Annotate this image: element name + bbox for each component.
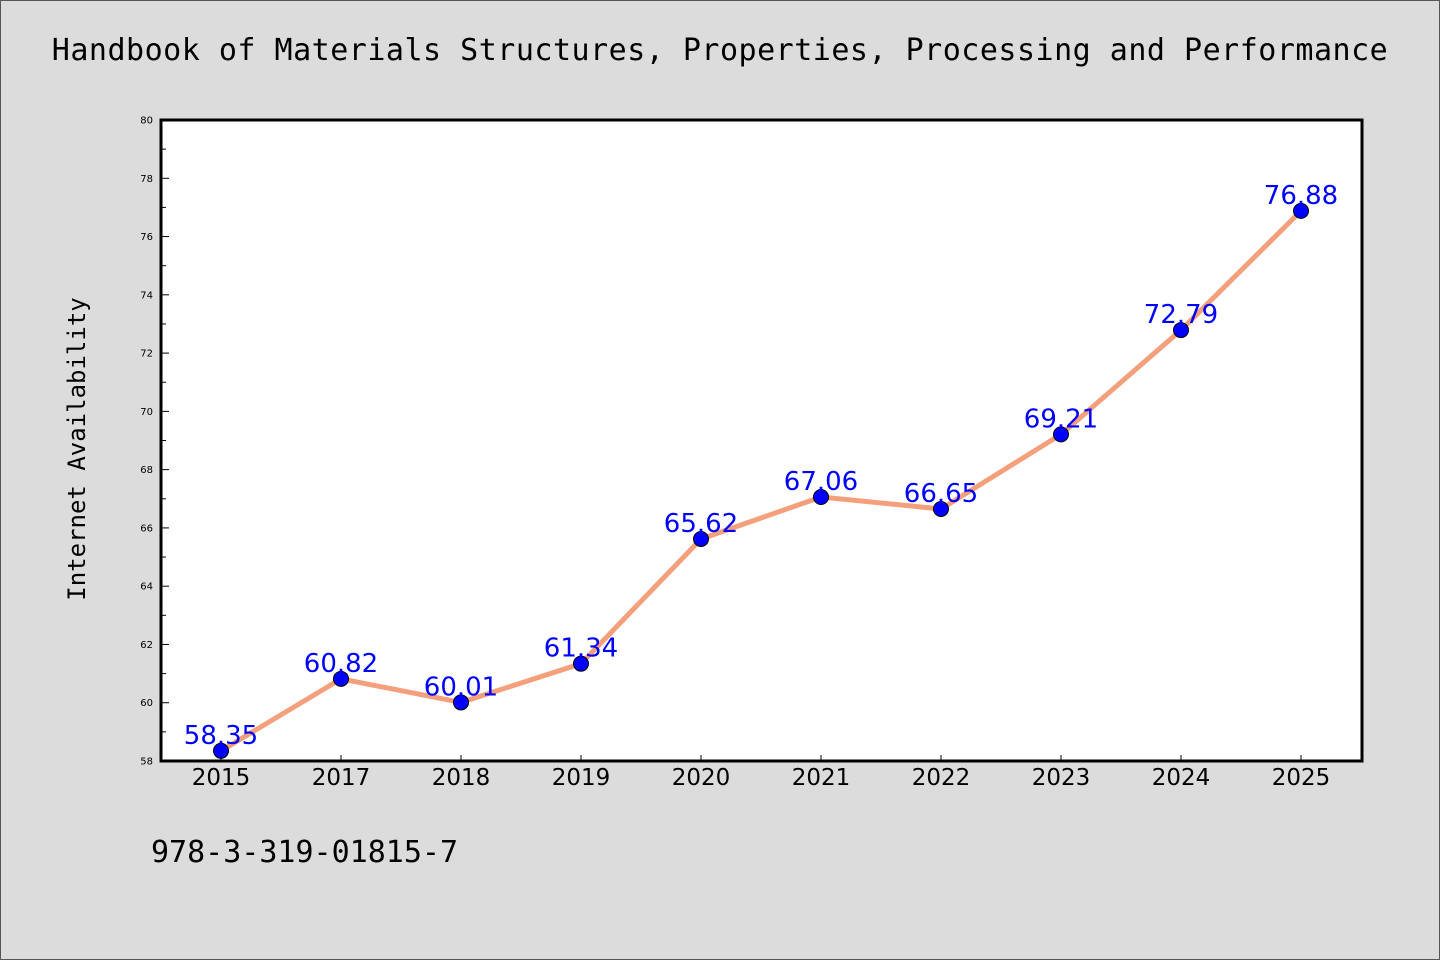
data-point xyxy=(813,489,829,506)
series-line xyxy=(218,208,1304,754)
y-tick-label: 72 xyxy=(140,349,153,360)
x-tick-label: 2019 xyxy=(552,765,611,791)
x-tick-label: 2017 xyxy=(312,765,371,791)
y-tick-label: 76 xyxy=(140,232,153,243)
data-label: 65.62 xyxy=(664,509,738,539)
data-label: 60.01 xyxy=(424,672,498,702)
data-point xyxy=(1173,322,1189,339)
data-point xyxy=(1053,426,1069,443)
y-tick-label: 78 xyxy=(140,174,153,185)
data-point xyxy=(333,670,349,687)
x-tick-label: 2020 xyxy=(672,765,731,791)
x-tick-label: 2022 xyxy=(912,765,971,791)
data-point xyxy=(693,530,709,547)
data-point xyxy=(213,742,229,759)
data-point xyxy=(573,655,589,672)
chart-title: Handbook of Materials Structures, Proper… xyxy=(51,33,1389,68)
plot-area xyxy=(159,118,1364,763)
data-label: 66.65 xyxy=(904,479,978,509)
data-label: 61.34 xyxy=(544,634,618,664)
marker-group xyxy=(213,202,1309,759)
y-tick-label: 74 xyxy=(140,290,153,301)
x-tick-label: 2018 xyxy=(432,765,491,791)
y-tick-label: 66 xyxy=(140,523,153,534)
isbn-text: 978-3-319-01815-7 xyxy=(151,835,459,870)
data-label: 58.35 xyxy=(184,721,258,751)
y-tick-label: 68 xyxy=(140,465,153,476)
data-label: 76.88 xyxy=(1264,181,1338,211)
x-tick-label: 2021 xyxy=(792,765,851,791)
data-label: 60.82 xyxy=(304,649,378,679)
data-label: 69.21 xyxy=(1024,404,1098,434)
series-line-group xyxy=(218,208,1304,754)
y-tick-label: 70 xyxy=(140,407,153,418)
y-tick-label: 60 xyxy=(140,698,153,709)
x-tick-label: 2015 xyxy=(192,765,251,791)
x-tick-label: 2024 xyxy=(1152,765,1211,791)
data-label: 67.06 xyxy=(784,467,858,497)
y-tick-label: 80 xyxy=(140,116,153,127)
data-point xyxy=(453,694,469,711)
y-axis: 58 60 62 64 66 68 70 72 74 76 78 80 xyxy=(140,116,169,768)
data-point xyxy=(933,500,949,517)
x-tick-label: 2023 xyxy=(1032,765,1091,791)
y-tick-label: 62 xyxy=(140,640,153,651)
y-tick-label: 64 xyxy=(140,582,153,593)
y-tick-label: 58 xyxy=(140,757,153,768)
x-tick-label: 2025 xyxy=(1272,765,1331,791)
data-point xyxy=(1293,202,1309,219)
data-label: 72.79 xyxy=(1144,300,1218,330)
data-label-group: 58.35 60.82 60.01 61.34 65.62 67.06 66.65 69.21… xyxy=(184,181,1338,751)
x-axis: 2015 2017 2018 2019 2020 2021 2022 2023 2024 2025 xyxy=(192,755,1331,791)
